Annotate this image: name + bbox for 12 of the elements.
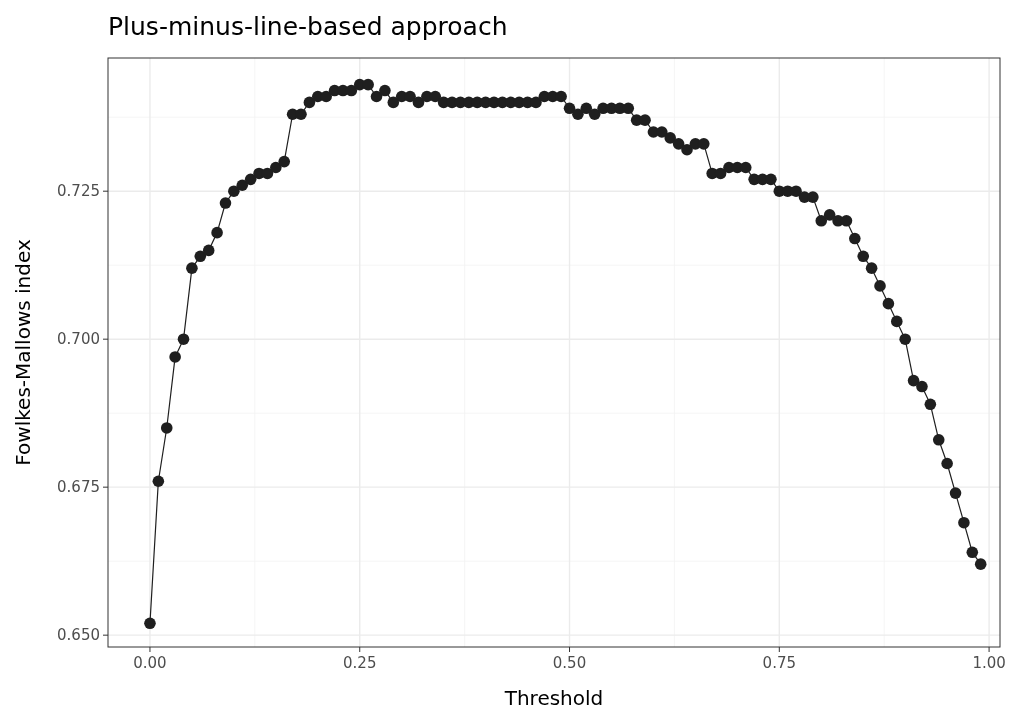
y-tick-label: 0.650 [57,626,100,645]
x-axis-title: Threshold [503,686,604,710]
y-tick-label: 0.725 [57,182,100,201]
chart-title: Plus-minus-line-based approach [108,12,508,41]
x-tick-label: 1.00 [972,654,1006,672]
x-tick-label: 0.50 [552,654,587,672]
x-tick-label: 0.00 [133,654,167,672]
y-tick-label: 0.675 [57,478,100,497]
x-tick-label: 0.25 [343,654,377,672]
y-tick-label: 0.700 [57,330,100,349]
x-tick-label: 0.75 [762,654,797,672]
y-axis-title: Fowlkes-Mallows index [11,239,35,466]
